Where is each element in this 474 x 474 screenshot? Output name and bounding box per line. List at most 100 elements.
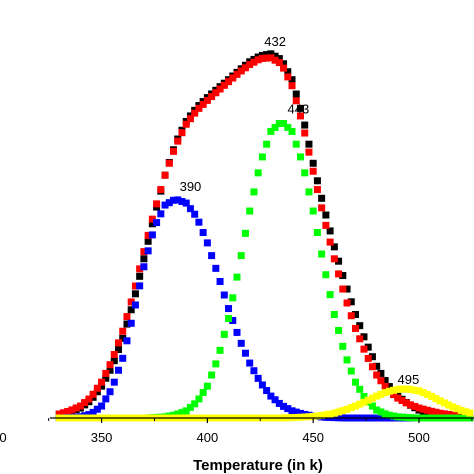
- data-point: [352, 324, 359, 332]
- data-point: [220, 291, 228, 299]
- data-point: [110, 350, 118, 358]
- data-point: [301, 169, 309, 177]
- data-point: [343, 356, 351, 364]
- data-point: [267, 54, 275, 62]
- data-point: [106, 361, 114, 369]
- data-point: [140, 248, 148, 256]
- data-point: [254, 56, 262, 64]
- data-point: [390, 386, 398, 394]
- data-point: [131, 301, 139, 309]
- data-point: [284, 68, 292, 76]
- data-point: [263, 51, 271, 59]
- data-point: [330, 311, 338, 319]
- data-point: [212, 360, 220, 368]
- data-point: [136, 282, 144, 290]
- data-point: [440, 410, 448, 418]
- data-point: [313, 186, 321, 194]
- data-point: [225, 315, 233, 322]
- data-point: [381, 377, 389, 385]
- data-point: [305, 188, 313, 196]
- data-point: [313, 229, 321, 237]
- data-point: [59, 409, 67, 417]
- peak-label: 495: [398, 372, 420, 387]
- data-point: [322, 211, 330, 219]
- data-point: [182, 120, 190, 128]
- data-point: [258, 153, 266, 161]
- data-point: [318, 204, 326, 212]
- data-point: [182, 199, 190, 207]
- data-point: [216, 346, 224, 354]
- data-point: [233, 70, 241, 78]
- data-point: [246, 61, 254, 69]
- data-point: [271, 123, 279, 131]
- data-point: [313, 412, 321, 420]
- data-point: [453, 405, 461, 413]
- x-tick-label: 400: [197, 430, 219, 445]
- data-point: [347, 298, 355, 306]
- peak-label: 432: [264, 34, 286, 49]
- data-point: [203, 96, 211, 104]
- data-point: [339, 285, 347, 293]
- data-point: [153, 219, 161, 227]
- data-point: [343, 405, 351, 413]
- data-point: [288, 76, 296, 84]
- data-point: [191, 400, 199, 408]
- data-point: [208, 93, 216, 101]
- data-point: [220, 81, 228, 89]
- data-point: [322, 271, 330, 279]
- data-point: [127, 319, 135, 327]
- data-point: [330, 255, 338, 263]
- data-point: [136, 265, 144, 273]
- data-point: [98, 402, 106, 410]
- data-point: [140, 263, 148, 271]
- data-point: [462, 408, 470, 416]
- data-point: [394, 394, 402, 402]
- data-point: [292, 90, 300, 98]
- data-point: [157, 186, 165, 194]
- data-point: [356, 400, 364, 408]
- data-point: [385, 411, 393, 419]
- data-point: [212, 89, 220, 97]
- data-point: [144, 237, 152, 245]
- data-point: [411, 386, 419, 394]
- data-point: [309, 167, 317, 175]
- data-point: [335, 270, 343, 278]
- data-point: [267, 50, 275, 58]
- data-point: [254, 169, 262, 177]
- data-point: [216, 85, 224, 93]
- peak-label: 390: [180, 179, 202, 194]
- x-axis-title: Temperature (in k): [193, 457, 323, 474]
- data-point: [115, 346, 122, 354]
- data-point: [254, 374, 262, 382]
- data-point: [381, 410, 389, 418]
- data-point: [275, 59, 283, 67]
- data-point: [106, 366, 114, 374]
- data-point: [182, 407, 190, 415]
- data-point: [174, 410, 182, 418]
- data-point: [271, 52, 279, 60]
- data-point: [72, 404, 80, 412]
- data-point: [212, 264, 220, 272]
- data-point: [115, 339, 122, 347]
- data-point: [250, 58, 258, 66]
- data-point: [157, 210, 165, 218]
- data-point: [360, 398, 368, 406]
- data-point: [267, 127, 275, 135]
- data-point: [229, 74, 237, 82]
- data-point: [309, 412, 317, 420]
- data-point: [373, 362, 381, 370]
- series-1: [55, 54, 474, 421]
- data-point: [93, 388, 101, 396]
- data-point: [364, 354, 372, 362]
- data-point: [275, 55, 283, 63]
- data-point: [335, 326, 343, 334]
- data-point: [419, 389, 427, 397]
- data-point: [402, 399, 410, 407]
- data-point: [119, 354, 127, 362]
- data-point: [296, 104, 304, 112]
- data-point: [305, 148, 313, 156]
- data-point: [148, 215, 156, 223]
- data-point: [322, 221, 330, 229]
- data-point: [123, 313, 131, 321]
